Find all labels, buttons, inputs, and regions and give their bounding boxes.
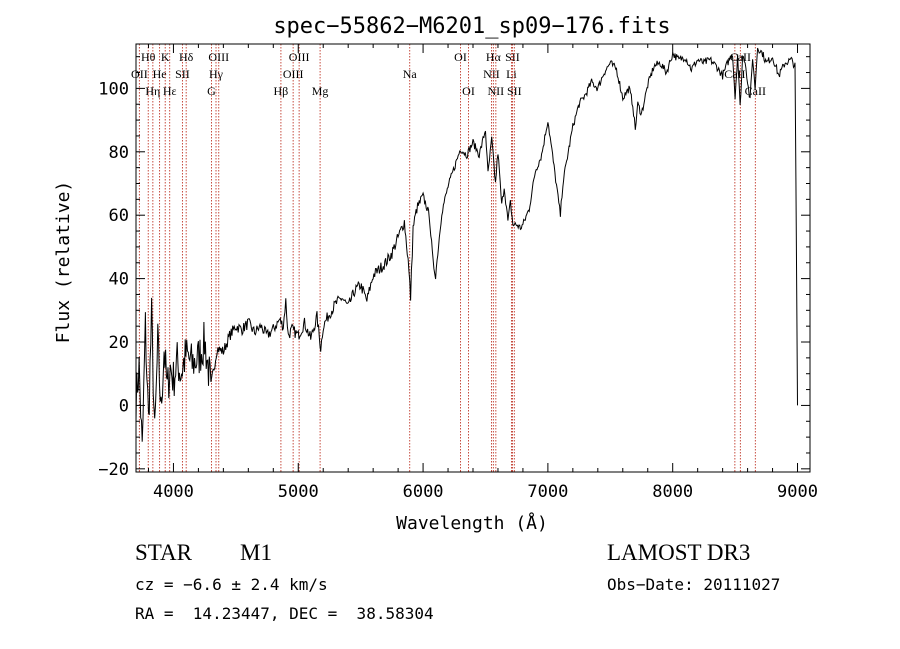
x-tick-label-5: 9000 xyxy=(777,482,818,502)
series-layer xyxy=(135,47,798,442)
observation-date: Obs−Date: 20111027 xyxy=(607,575,781,594)
marker-label-0: Hθ xyxy=(141,50,156,64)
y-tick-label-2: 20 xyxy=(109,333,129,353)
object-class: STAR xyxy=(135,540,192,565)
y-tick-label-0: −20 xyxy=(98,460,129,480)
marker-label-12: OIII xyxy=(283,67,304,81)
marker-label-3: He xyxy=(153,67,167,81)
y-tick-label-3: 40 xyxy=(109,270,129,290)
marker-label-21: Li xyxy=(506,67,517,81)
marker-label-9: Hγ xyxy=(209,67,224,81)
marker-label-13: OIII xyxy=(289,50,310,64)
marker-label-18: NII xyxy=(483,67,500,81)
chart-title: spec−55862−M6201_sp09−176.fits xyxy=(273,14,670,39)
plot-frame xyxy=(135,43,811,473)
spectrum-chart: spec−55862−M6201_sp09−176.fits Hθ OII Hη He… xyxy=(53,14,818,534)
marker-label-8: G xyxy=(207,84,216,98)
marker-label-16: OI xyxy=(454,50,467,64)
x-tick-label-4: 8000 xyxy=(652,482,693,502)
marker-label-19: Hα xyxy=(486,50,502,64)
redshift-velocity: cz = −6.6 ± 2.4 km/s xyxy=(135,575,328,594)
flux-series-line xyxy=(135,47,798,442)
marker-label-20: NII xyxy=(488,84,505,98)
x-tick-label-1: 5000 xyxy=(278,482,319,502)
spectral-line-markers: Hθ OII Hη He K Hε SII Hδ G Hγ OIII Hβ OIII OIII Mg Na OI… xyxy=(131,44,766,472)
marker-label-23: SII xyxy=(507,84,522,98)
y-tick-label-6: 100 xyxy=(98,79,129,99)
marker-label-25: CaII xyxy=(730,50,751,64)
x-tick-label-3: 7000 xyxy=(527,482,568,502)
marker-label-14: Mg xyxy=(312,84,329,98)
y-tick-label-5: 80 xyxy=(109,143,129,163)
marker-label-4: K xyxy=(161,50,170,64)
survey-name: LAMOST DR3 xyxy=(607,540,751,565)
marker-label-6: SII xyxy=(175,67,190,81)
y-axis-label: Flux (relative) xyxy=(53,181,74,344)
marker-label-11: Hβ xyxy=(274,84,289,98)
spectral-subclass: M1 xyxy=(240,540,272,565)
x-tick-label-2: 6000 xyxy=(403,482,444,502)
x-axis-label: Wavelength (Å) xyxy=(396,512,548,534)
marker-label-17: OI xyxy=(462,84,475,98)
marker-label-5: Hε xyxy=(163,84,177,98)
marker-label-1: OII xyxy=(131,67,148,81)
marker-label-7: Hδ xyxy=(179,50,194,64)
marker-label-22: SII xyxy=(505,50,520,64)
sky-coordinates: RA = 14.23447, DEC = 38.58304 xyxy=(135,604,434,623)
y-tick-label-4: 60 xyxy=(109,206,129,226)
marker-label-10: OIII xyxy=(208,50,229,64)
marker-label-2: Hη xyxy=(145,84,160,98)
y-tick-label-1: 0 xyxy=(119,396,129,416)
axis-ticks: 4000 5000 6000 7000 8000 9000 −20 0 20 40 60 80 100 xyxy=(98,44,818,502)
marker-label-15: Na xyxy=(403,67,418,81)
x-tick-label-0: 4000 xyxy=(153,482,194,502)
